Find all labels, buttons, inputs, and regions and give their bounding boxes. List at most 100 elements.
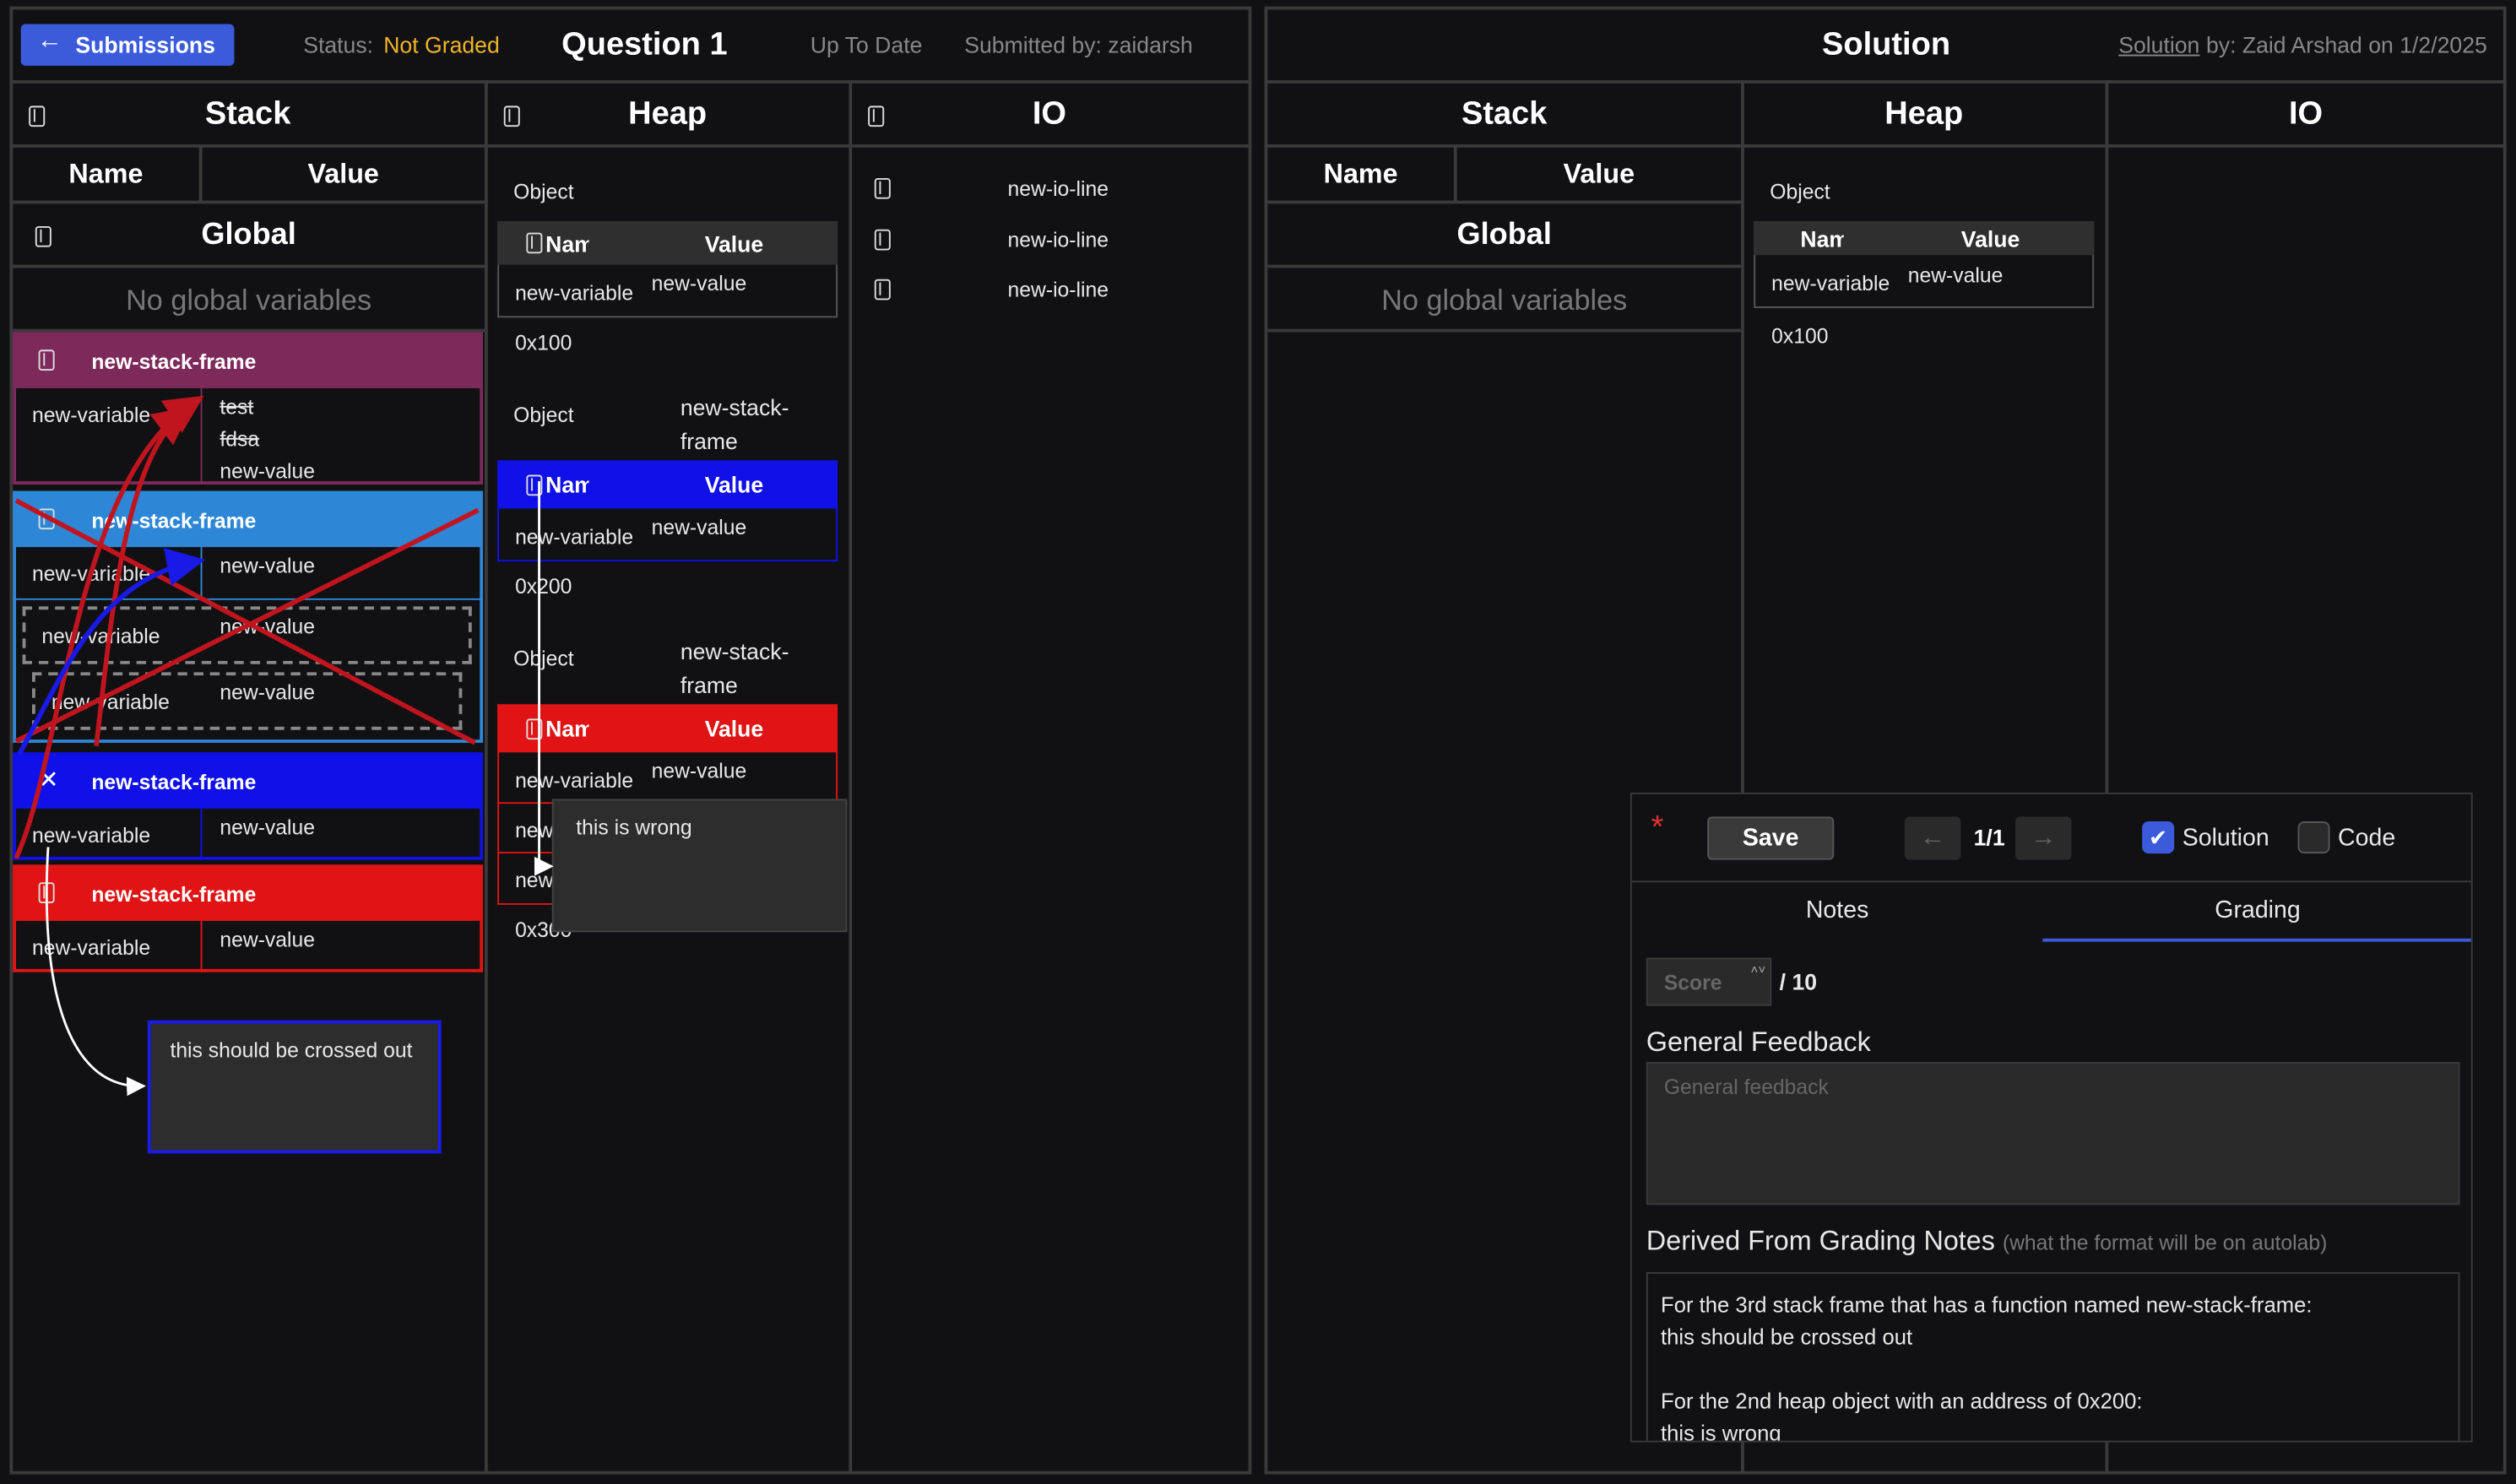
value-cell-border	[200, 387, 203, 485]
tab-grading[interactable]: Grading	[2215, 896, 2301, 924]
heap-title: Heap	[628, 96, 708, 132]
derived-title: Derived From Grading Notes	[1646, 1225, 1995, 1257]
frame-header	[13, 332, 484, 388]
heap-table-header	[497, 221, 838, 265]
variable-name: new-variable	[32, 934, 151, 960]
submitted-by: Submitted by: zaidarsh	[964, 32, 1193, 58]
solution-checkbox[interactable]: ✔	[2142, 821, 2175, 854]
global-icon[interactable]	[35, 225, 52, 247]
solution-credit: Solution by: Zaid Arshad on 1/2/2025	[1926, 32, 2487, 57]
heap-row-value: new-value	[651, 515, 747, 539]
heap-address: 0x100	[1771, 323, 1829, 349]
divider	[1264, 144, 2507, 148]
io-icon[interactable]	[874, 228, 891, 250]
row-icon[interactable]	[526, 474, 543, 496]
comment-box[interactable]: this should be crossed out	[147, 1020, 442, 1154]
no-globals: No global variables	[13, 268, 485, 333]
value-cell-border	[200, 808, 203, 860]
heap-table-header	[1754, 221, 2095, 256]
heap-row-value: new-value	[1907, 263, 2004, 288]
sync-status: Up To Date	[810, 32, 923, 58]
solution-io-title: IO	[2288, 96, 2324, 132]
status-label: Status:	[303, 32, 374, 58]
divider	[1264, 80, 2507, 84]
panel-icon[interactable]	[868, 106, 885, 127]
next-button[interactable]: →	[2015, 816, 2072, 860]
io-icon[interactable]	[874, 177, 891, 199]
frame-title: new-stack-frame	[91, 770, 257, 794]
object-name: new-stack-frame	[680, 394, 789, 454]
heap-row-value: new-value	[651, 758, 747, 783]
frame-icon[interactable]	[38, 882, 55, 903]
stack-title: Stack	[204, 96, 291, 132]
panel-icon[interactable]	[29, 106, 46, 127]
value-cell-border	[200, 920, 203, 972]
solution-toggle-label: Solution	[2182, 824, 2269, 853]
divider	[9, 144, 1252, 148]
column-divider	[2105, 80, 2109, 1473]
credit-text: by: Zaid Arshad on 1/2/2025	[2205, 32, 2487, 58]
score-placeholder: Score	[1663, 970, 1722, 995]
nested-name: new-variable	[41, 624, 160, 648]
code-checkbox[interactable]	[2297, 821, 2330, 854]
nested-name: new-variable	[51, 690, 170, 714]
variable-value: new-value	[220, 458, 316, 484]
column-divider	[484, 80, 488, 1473]
heap-name-header: Name	[545, 715, 588, 742]
io-line: new-io-line	[1007, 226, 1109, 252]
row-icon[interactable]	[526, 232, 543, 254]
object-label: Object	[513, 179, 574, 204]
io-icon[interactable]	[874, 279, 891, 301]
name-header: Name	[13, 147, 203, 204]
back-button[interactable]: ← Submissions	[20, 24, 235, 66]
heap-table-header	[497, 460, 838, 509]
variable-name: new-variable	[32, 822, 151, 848]
prev-button[interactable]: ←	[1904, 816, 1961, 860]
close-frame[interactable]: ✕	[38, 766, 59, 794]
derived-note-text: this is wrong	[1661, 1421, 1781, 1443]
panel-icon[interactable]	[503, 106, 520, 127]
save-button[interactable]: Save	[1707, 816, 1835, 860]
variable-value: new-value	[220, 927, 316, 952]
solution-title: Solution	[1822, 27, 1951, 63]
old-value: fdsa	[220, 426, 260, 452]
heap-row-value: new-value	[651, 271, 747, 295]
object-label: Object	[1770, 179, 1830, 204]
global-title: Global	[1267, 203, 1742, 268]
divider	[9, 80, 1252, 84]
variable-name: new-variable	[32, 403, 151, 427]
object-label: Object	[513, 403, 574, 427]
general-feedback-input[interactable]	[1646, 1062, 2460, 1205]
derived-note-text: this should be crossed out	[1661, 1324, 1913, 1350]
comment-box[interactable]: this is wrong	[551, 799, 848, 933]
heap-name-header: Name	[545, 471, 588, 498]
comment-text: this is wrong	[576, 815, 692, 839]
derived-note-heading: For the 3rd stack frame that has a funct…	[1661, 1292, 2313, 1318]
status-value: Not Graded	[383, 32, 500, 58]
code-toggle-label: Code	[2338, 824, 2396, 853]
column-divider	[849, 80, 853, 1473]
derived-notes-box	[1646, 1272, 2460, 1441]
frame-icon[interactable]	[38, 349, 55, 371]
io-line: new-io-line	[1007, 176, 1109, 201]
heap-address: 0x100	[515, 330, 572, 355]
heap-table-header	[497, 704, 838, 753]
derived-note-heading: For the 2nd heap object with an address …	[1661, 1389, 2143, 1414]
heap-value-header: Value	[704, 230, 764, 257]
heap-value-header: Value	[1960, 225, 2020, 252]
io-title: IO	[1032, 96, 1067, 132]
credit-link[interactable]: Solution	[2118, 32, 2200, 58]
required-mark: *	[1651, 810, 1664, 846]
tab-notes[interactable]: Notes	[1805, 896, 1869, 924]
score-input[interactable]	[1646, 957, 1772, 1006]
heap-name-header: Name	[1800, 225, 1843, 252]
io-line: new-io-line	[1007, 277, 1109, 302]
row-icon[interactable]	[526, 718, 543, 739]
row-divider	[13, 598, 484, 600]
frame-icon[interactable]	[38, 508, 55, 530]
comment-text: this should be crossed out	[170, 1037, 413, 1063]
solution-heap-title: Heap	[1884, 96, 1964, 132]
general-feedback-placeholder: General feedback	[1663, 1075, 1829, 1099]
variable-value: new-value	[220, 553, 316, 578]
